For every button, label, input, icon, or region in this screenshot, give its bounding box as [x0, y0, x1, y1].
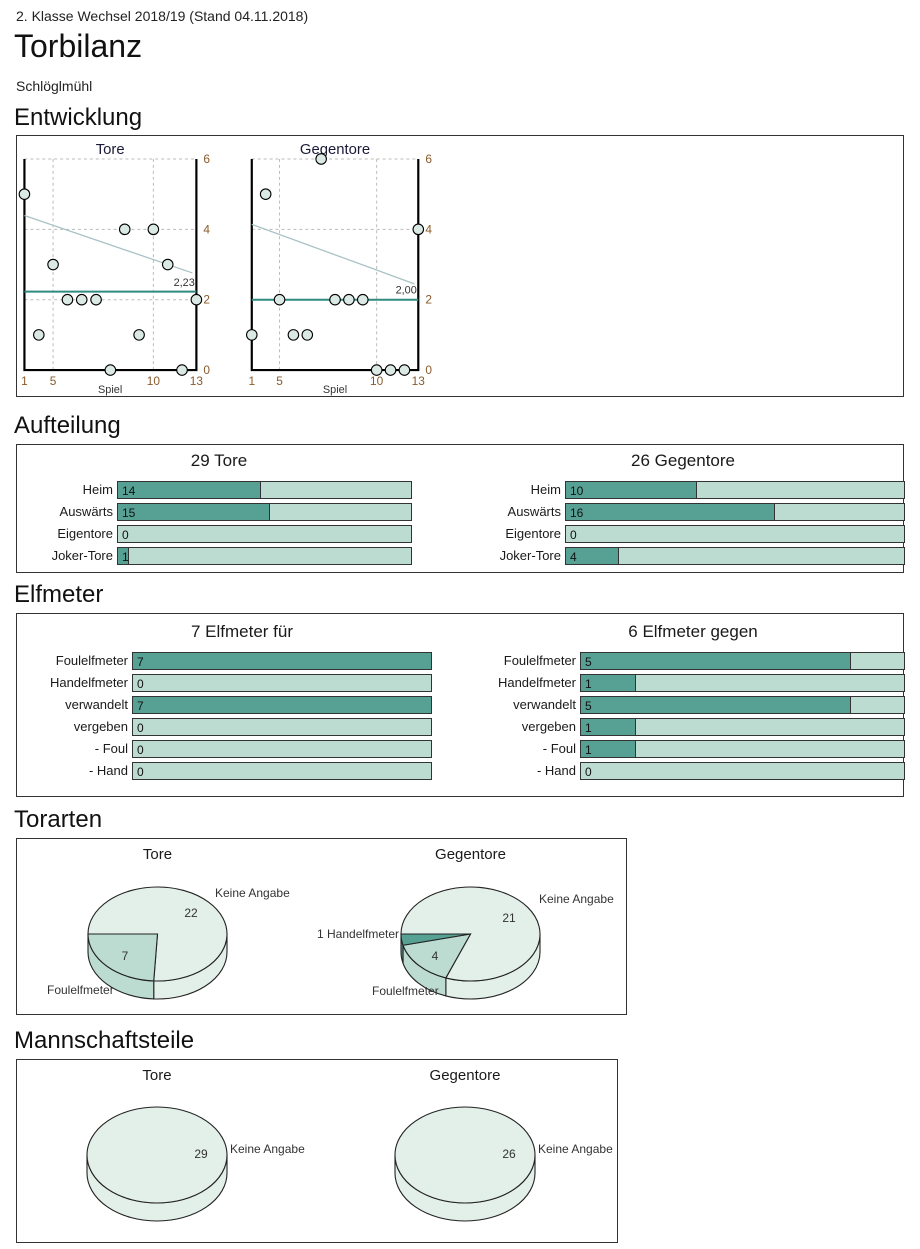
svg-text:1: 1 — [248, 374, 255, 388]
svg-text:21: 21 — [502, 911, 516, 925]
svg-text:Gegentore: Gegentore — [300, 142, 370, 158]
svg-text:Keine Angabe: Keine Angabe — [230, 1142, 305, 1156]
svg-text:0: 0 — [425, 363, 432, 377]
svg-text:22: 22 — [184, 906, 198, 920]
svg-text:Keine Angabe: Keine Angabe — [538, 1142, 613, 1156]
svg-text:Keine Angabe: Keine Angabe — [539, 892, 614, 906]
svg-text:13: 13 — [412, 374, 426, 388]
svg-text:Tore: Tore — [143, 846, 172, 863]
svg-text:5: 5 — [276, 374, 283, 388]
svg-text:10: 10 — [147, 374, 161, 388]
svg-text:1: 1 — [21, 374, 28, 388]
svg-text:Gegentore: Gegentore — [430, 1067, 501, 1084]
svg-text:5: 5 — [50, 374, 57, 388]
svg-text:6: 6 — [203, 152, 210, 166]
svg-text:Spiel: Spiel — [323, 384, 347, 396]
svg-text:6: 6 — [425, 152, 432, 166]
svg-text:Gegentore: Gegentore — [435, 846, 506, 863]
svg-text:4: 4 — [203, 222, 210, 236]
svg-text:Tore: Tore — [142, 1067, 171, 1084]
svg-text:0: 0 — [203, 363, 210, 377]
svg-text:2,23: 2,23 — [174, 277, 195, 289]
svg-text:10: 10 — [370, 374, 384, 388]
svg-text:1 Handelfmeter: 1 Handelfmeter — [317, 927, 399, 941]
svg-text:13: 13 — [190, 374, 204, 388]
svg-text:Tore: Tore — [96, 142, 125, 158]
svg-text:Keine Angabe: Keine Angabe — [215, 886, 290, 900]
svg-text:2: 2 — [203, 293, 210, 307]
svg-text:Foulelfmeter: Foulelfmeter — [47, 983, 114, 997]
svg-text:7: 7 — [122, 949, 129, 963]
svg-text:2: 2 — [425, 293, 432, 307]
svg-text:Spiel: Spiel — [98, 384, 122, 396]
svg-text:Foulelfmeter: Foulelfmeter — [372, 984, 439, 998]
svg-text:4: 4 — [432, 949, 439, 963]
svg-text:29: 29 — [194, 1147, 208, 1161]
svg-text:4: 4 — [425, 222, 432, 236]
svg-text:2,00: 2,00 — [396, 285, 417, 297]
svg-text:26: 26 — [502, 1147, 516, 1161]
